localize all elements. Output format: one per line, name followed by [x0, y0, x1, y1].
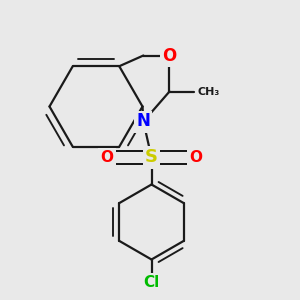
Text: Cl: Cl — [143, 275, 160, 290]
Text: O: O — [100, 150, 114, 165]
Text: O: O — [162, 46, 177, 64]
Text: CH₃: CH₃ — [197, 86, 220, 97]
Text: O: O — [189, 150, 203, 165]
Text: S: S — [145, 148, 158, 166]
Text: N: N — [136, 112, 150, 130]
